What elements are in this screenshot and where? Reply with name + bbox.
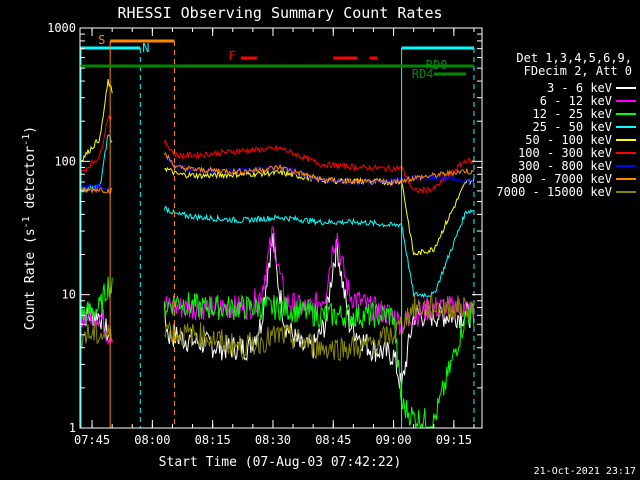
series-line — [163, 233, 475, 389]
y-tick-label: 100 — [54, 154, 76, 168]
x-tick-label: 08:45 — [315, 433, 351, 447]
series-line — [79, 321, 113, 349]
series-line — [163, 294, 475, 362]
legend-label: 7000 - 15000 keV — [496, 185, 612, 199]
y-tick-label: 10 — [62, 288, 76, 302]
series-line — [163, 151, 475, 187]
series-line — [79, 114, 113, 177]
axes-group: 07:45 08:00 08:15 08:30 08:45 09:00 09:15 1 10 10… — [47, 21, 482, 447]
legend-label: 12 - 25 keV — [533, 107, 612, 121]
x-tick-label: 09:15 — [436, 433, 472, 447]
x-tick-label: 08:30 — [255, 433, 291, 447]
legend-label: 300 - 800 keV — [518, 159, 612, 173]
x-tick-label: 09:00 — [375, 433, 411, 447]
flare-label: F — [229, 49, 236, 63]
legend-label: 800 - 7000 keV — [511, 172, 612, 186]
y-tick-label: 1 — [69, 421, 76, 435]
rd4-label: RD4 — [412, 67, 434, 81]
series-line — [79, 183, 113, 195]
legend-header: Det 1,3,4,5,6,9, — [516, 51, 632, 65]
legend-label: 6 - 12 keV — [540, 94, 612, 108]
y-axis-label: Count Rate (s-1 detector-1) — [21, 126, 38, 330]
legend: Det 1,3,4,5,6,9,FDecim 2, Att 0 3 - 6 keV… — [496, 51, 636, 199]
series-line — [163, 292, 475, 430]
legend-label: 3 - 6 keV — [547, 81, 612, 95]
night-label: N — [142, 41, 149, 55]
series-line — [79, 79, 113, 163]
x-tick-label: 08:00 — [134, 433, 170, 447]
series-line — [79, 134, 113, 194]
chart-title: RHESSI Observing Summary Count Rates — [117, 4, 442, 22]
x-tick-label: 07:45 — [74, 433, 110, 447]
rd0-label: RD0 — [426, 58, 448, 72]
legend-header: FDecim 2, Att 0 — [524, 64, 632, 78]
legend-label: 25 - 50 keV — [533, 120, 612, 134]
plot-frame — [79, 27, 483, 429]
x-tick-label: 08:15 — [195, 433, 231, 447]
legend-label: 50 - 100 keV — [525, 133, 612, 147]
series-line — [80, 186, 113, 195]
legend-label: 100 - 300 keV — [518, 146, 612, 160]
series-line — [163, 138, 475, 195]
footer-timestamp: 21-Oct-2021 23:17 — [534, 466, 636, 477]
series-line — [163, 205, 475, 299]
x-axis-label: Start Time (07-Aug-03 07:42:22) — [159, 455, 402, 470]
saa-label: S — [98, 33, 105, 47]
series-line — [79, 276, 113, 324]
plot-data-group — [79, 79, 475, 430]
y-tick-label: 1000 — [47, 21, 76, 35]
